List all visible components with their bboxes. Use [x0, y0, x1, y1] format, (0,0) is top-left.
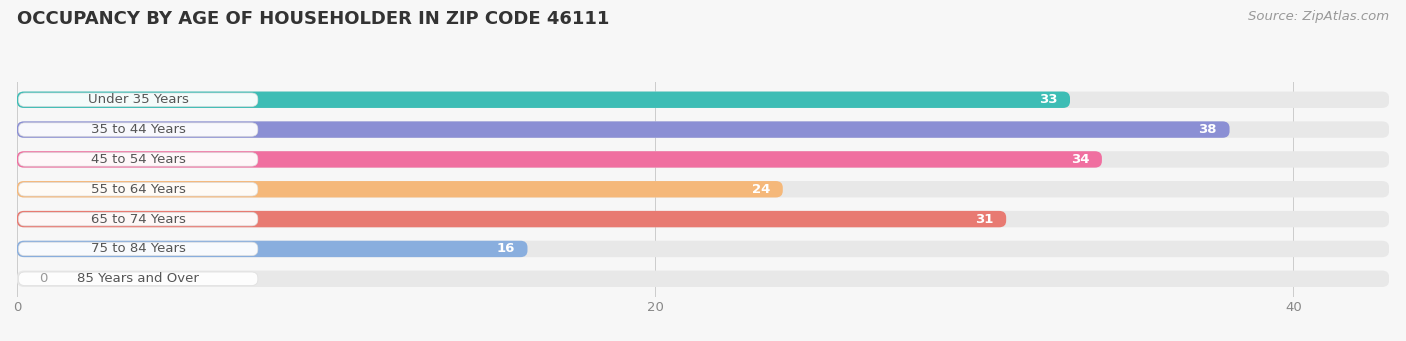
- Text: 65 to 74 Years: 65 to 74 Years: [91, 212, 186, 226]
- Text: 33: 33: [1039, 93, 1057, 106]
- Text: 55 to 64 Years: 55 to 64 Years: [91, 183, 186, 196]
- Text: Under 35 Years: Under 35 Years: [87, 93, 188, 106]
- Text: 45 to 54 Years: 45 to 54 Years: [91, 153, 186, 166]
- Text: 24: 24: [752, 183, 770, 196]
- Text: 35 to 44 Years: 35 to 44 Years: [91, 123, 186, 136]
- Text: 34: 34: [1070, 153, 1090, 166]
- FancyBboxPatch shape: [17, 121, 1230, 138]
- FancyBboxPatch shape: [17, 91, 1389, 108]
- Text: 38: 38: [1198, 123, 1216, 136]
- Text: 16: 16: [496, 242, 515, 255]
- FancyBboxPatch shape: [18, 272, 257, 285]
- FancyBboxPatch shape: [18, 153, 257, 166]
- Text: OCCUPANCY BY AGE OF HOUSEHOLDER IN ZIP CODE 46111: OCCUPANCY BY AGE OF HOUSEHOLDER IN ZIP C…: [17, 10, 609, 28]
- FancyBboxPatch shape: [18, 242, 257, 256]
- FancyBboxPatch shape: [18, 182, 257, 196]
- FancyBboxPatch shape: [17, 270, 1389, 287]
- FancyBboxPatch shape: [17, 91, 1070, 108]
- Text: Source: ZipAtlas.com: Source: ZipAtlas.com: [1249, 10, 1389, 23]
- FancyBboxPatch shape: [17, 211, 1007, 227]
- Text: 85 Years and Over: 85 Years and Over: [77, 272, 200, 285]
- Text: 75 to 84 Years: 75 to 84 Years: [91, 242, 186, 255]
- FancyBboxPatch shape: [18, 93, 257, 106]
- FancyBboxPatch shape: [17, 151, 1389, 168]
- FancyBboxPatch shape: [17, 181, 783, 197]
- FancyBboxPatch shape: [17, 181, 1389, 197]
- Text: 31: 31: [974, 212, 994, 226]
- FancyBboxPatch shape: [17, 121, 1389, 138]
- FancyBboxPatch shape: [18, 123, 257, 136]
- FancyBboxPatch shape: [17, 241, 1389, 257]
- FancyBboxPatch shape: [17, 151, 1102, 168]
- FancyBboxPatch shape: [17, 211, 1389, 227]
- FancyBboxPatch shape: [17, 241, 527, 257]
- FancyBboxPatch shape: [18, 212, 257, 226]
- Text: 0: 0: [39, 272, 48, 285]
